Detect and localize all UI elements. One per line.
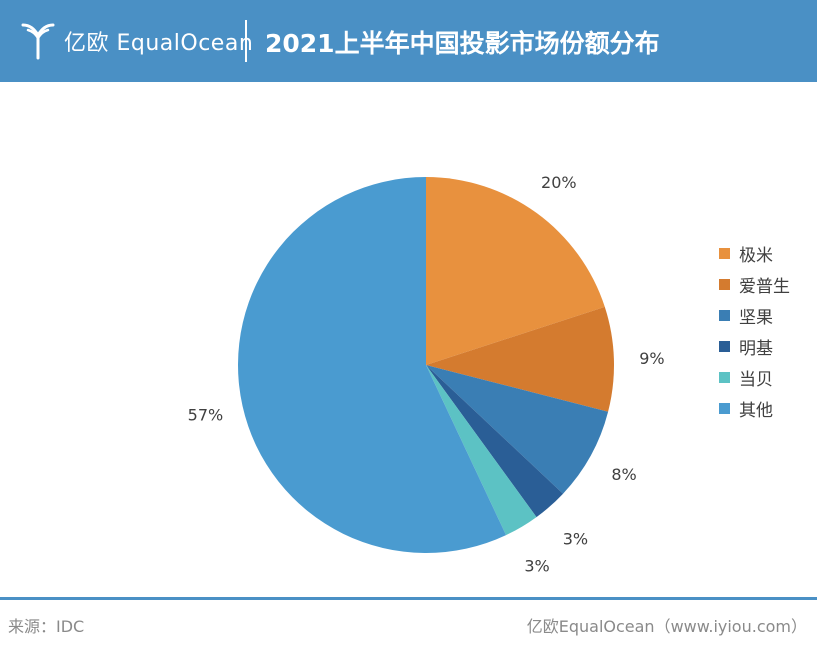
legend-item-4: 明基 (719, 331, 790, 362)
chart-legend: 极米爱普生坚果明基当贝其他 (719, 238, 790, 424)
pie-slice-3 (426, 365, 609, 494)
slice-label-6: 57% (188, 405, 224, 424)
legend-item-1: 极米 (719, 238, 790, 269)
legend-item-3: 坚果 (719, 300, 790, 331)
legend-swatch (719, 341, 730, 352)
slice-label-2: 9% (639, 349, 664, 368)
pie-slice-1 (426, 177, 605, 365)
slice-label-5: 3% (524, 557, 549, 576)
legend-item-6: 其他 (719, 393, 790, 424)
page-title: 2021上半年中国投影市场份额分布 (265, 29, 660, 58)
legend-swatch (719, 310, 730, 321)
credit-note: 亿欧EqualOcean（www.iyiou.com） (526, 617, 807, 636)
equalocean-logo-icon (21, 23, 55, 60)
slice-label-3: 8% (611, 465, 636, 484)
legend-label: 当贝 (739, 370, 773, 390)
pie-slice-6 (237, 177, 507, 553)
legend-item-2: 爱普生 (719, 269, 790, 300)
pie-slice-4 (426, 365, 564, 518)
pie-chart: 20% 9% 8% 3% 3% 57% (188, 173, 665, 576)
legend-label: 明基 (739, 339, 773, 359)
legend-label: 其他 (739, 401, 773, 421)
legend-swatch (719, 372, 730, 383)
legend-label: 爱普生 (739, 277, 790, 297)
header-divider (245, 20, 247, 62)
legend-swatch (719, 248, 730, 259)
header-bar: 亿欧 EqualOcean 2021上半年中国投影市场份额分布 (0, 0, 817, 82)
legend-swatch (719, 403, 730, 414)
legend-item-5: 当贝 (719, 362, 790, 393)
legend-label: 极米 (739, 246, 773, 266)
slice-label-1: 20% (541, 173, 577, 192)
brand-name: 亿欧 EqualOcean (64, 31, 254, 56)
footer-divider (0, 597, 817, 600)
source-note: 来源：IDC (8, 617, 85, 636)
legend-swatch (719, 279, 730, 290)
brand-logo: 亿欧 EqualOcean (20, 18, 253, 64)
legend-label: 坚果 (739, 308, 773, 328)
pie-slice-2 (426, 306, 614, 412)
pie-slice-5 (426, 365, 537, 536)
slice-label-4: 3% (563, 530, 588, 549)
